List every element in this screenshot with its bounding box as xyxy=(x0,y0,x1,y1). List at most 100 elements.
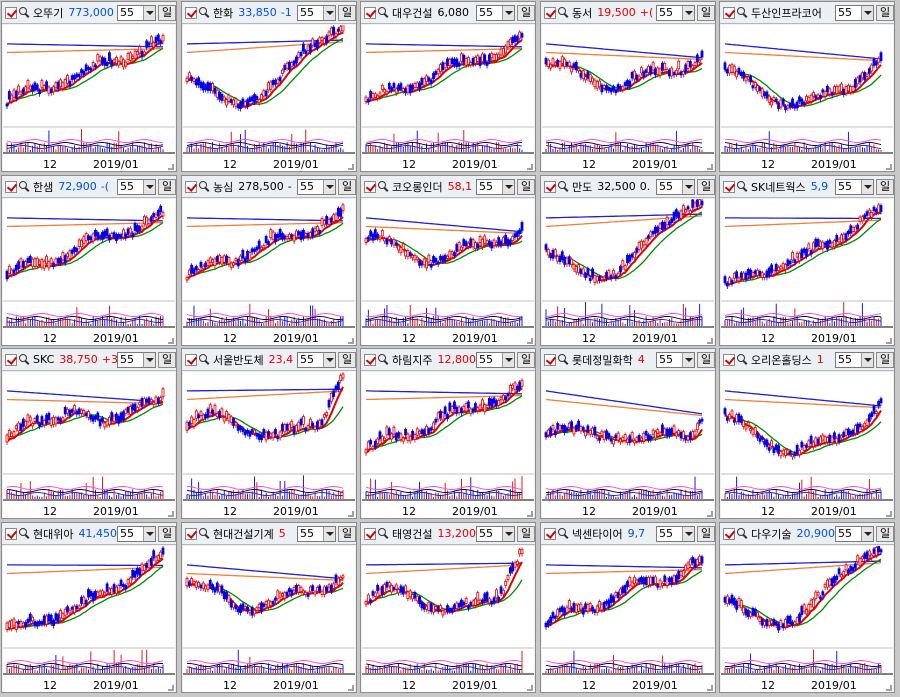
chevron-down-icon[interactable] xyxy=(861,180,873,194)
stock-name[interactable]: 서울반도체 xyxy=(213,353,264,367)
search-icon[interactable] xyxy=(378,181,389,192)
period-select[interactable]: 55 xyxy=(656,526,695,542)
period-select[interactable]: 55 xyxy=(297,352,336,368)
checkbox-icon[interactable] xyxy=(364,353,376,366)
search-icon[interactable] xyxy=(558,354,569,365)
stock-chart-panel[interactable]: 대우건설 6,080 55 일 12 2019/01 xyxy=(360,1,536,172)
stock-chart-panel[interactable]: 다우기술 20,900 55 일 12 2019/01 xyxy=(719,522,895,693)
chevron-down-icon[interactable] xyxy=(143,6,155,20)
stock-chart-panel[interactable]: 코오롱인더 58,1 55 일 12 2019/01 xyxy=(360,175,536,346)
stock-chart-panel[interactable]: 넥센타이어 9,7 55 일 12 2019/01 xyxy=(540,522,716,693)
period-select[interactable]: 55 xyxy=(835,179,874,195)
checkbox-icon[interactable] xyxy=(544,180,556,193)
chevron-down-icon[interactable] xyxy=(502,6,514,20)
period-select[interactable]: 55 xyxy=(656,352,695,368)
stock-name[interactable]: 농심 xyxy=(213,180,234,194)
price-chart[interactable]: 12 2019/01 xyxy=(362,25,534,171)
checkbox-icon[interactable] xyxy=(5,353,17,366)
checkbox-icon[interactable] xyxy=(185,353,197,366)
search-icon[interactable] xyxy=(199,181,210,192)
daily-button[interactable]: 일 xyxy=(338,526,356,542)
daily-button[interactable]: 일 xyxy=(876,352,894,368)
period-select[interactable]: 55 xyxy=(476,179,515,195)
checkbox-icon[interactable] xyxy=(364,6,376,19)
stock-name[interactable]: 한샘 xyxy=(33,180,54,194)
stock-chart-panel[interactable]: 두산인프라코어 55 일 12 2019/01 xyxy=(719,1,895,172)
search-icon[interactable] xyxy=(737,354,748,365)
stock-name[interactable]: 오리온홀딩스 xyxy=(751,353,812,367)
daily-button[interactable]: 일 xyxy=(876,526,894,542)
checkbox-icon[interactable] xyxy=(5,527,17,540)
stock-name[interactable]: 코오롱인더 xyxy=(392,180,443,194)
search-icon[interactable] xyxy=(19,7,30,18)
stock-name[interactable]: 두산인프라코어 xyxy=(751,6,822,20)
stock-chart-panel[interactable]: 하림지주 12,800 55 일 12 2019/01 xyxy=(360,348,536,519)
checkbox-icon[interactable] xyxy=(544,6,556,19)
search-icon[interactable] xyxy=(19,354,30,365)
checkbox-icon[interactable] xyxy=(723,180,735,193)
checkbox-icon[interactable] xyxy=(185,6,197,19)
price-chart[interactable]: 12 2019/01 xyxy=(3,372,175,518)
checkbox-icon[interactable] xyxy=(185,180,197,193)
period-select[interactable]: 55 xyxy=(835,526,874,542)
chevron-down-icon[interactable] xyxy=(861,353,873,367)
checkbox-icon[interactable] xyxy=(723,353,735,366)
daily-button[interactable]: 일 xyxy=(697,179,715,195)
period-select[interactable]: 55 xyxy=(835,352,874,368)
resize-grip-icon[interactable] xyxy=(348,511,354,517)
price-chart[interactable]: 12 2019/01 xyxy=(183,546,355,692)
checkbox-icon[interactable] xyxy=(5,6,17,19)
search-icon[interactable] xyxy=(19,181,30,192)
stock-chart-panel[interactable]: 농심 278,500-55 일 12 2019/01 xyxy=(181,175,357,346)
period-select[interactable]: 55 xyxy=(297,179,336,195)
resize-grip-icon[interactable] xyxy=(527,685,533,691)
stock-chart-panel[interactable]: SKC 38,750 +3 55 일 12 2019/01 xyxy=(1,348,177,519)
daily-button[interactable]: 일 xyxy=(338,352,356,368)
period-select[interactable]: 55 xyxy=(476,526,515,542)
price-chart[interactable]: 12 2019/01 xyxy=(542,546,714,692)
search-icon[interactable] xyxy=(378,528,389,539)
resize-grip-icon[interactable] xyxy=(886,511,892,517)
chevron-down-icon[interactable] xyxy=(682,6,694,20)
daily-button[interactable]: 일 xyxy=(158,352,176,368)
checkbox-icon[interactable] xyxy=(723,527,735,540)
price-chart[interactable]: 12 2019/01 xyxy=(362,199,534,345)
chevron-down-icon[interactable] xyxy=(502,180,514,194)
daily-button[interactable]: 일 xyxy=(876,179,894,195)
period-select[interactable]: 55 xyxy=(117,5,156,21)
stock-chart-panel[interactable]: SK네트웍스 5,9 55 일 12 2019/01 xyxy=(719,175,895,346)
checkbox-icon[interactable] xyxy=(544,353,556,366)
search-icon[interactable] xyxy=(19,528,30,539)
stock-name[interactable]: SK네트웍스 xyxy=(751,180,806,194)
search-icon[interactable] xyxy=(199,528,210,539)
chevron-down-icon[interactable] xyxy=(502,527,514,541)
checkbox-icon[interactable] xyxy=(364,180,376,193)
stock-name[interactable]: 만도 xyxy=(572,180,593,194)
stock-name[interactable]: 오뚜기 xyxy=(33,6,64,20)
stock-name[interactable]: 대우건설 xyxy=(392,6,433,20)
search-icon[interactable] xyxy=(737,528,748,539)
period-select[interactable]: 55 xyxy=(476,352,515,368)
search-icon[interactable] xyxy=(558,528,569,539)
price-chart[interactable]: 12 2019/01 xyxy=(183,199,355,345)
search-icon[interactable] xyxy=(558,181,569,192)
search-icon[interactable] xyxy=(199,7,210,18)
resize-grip-icon[interactable] xyxy=(168,338,174,344)
stock-name[interactable]: 동서 xyxy=(572,6,593,20)
stock-chart-panel[interactable]: 만도 32,500 0. 55 일 12 2019/01 xyxy=(540,175,716,346)
resize-grip-icon[interactable] xyxy=(707,511,713,517)
checkbox-icon[interactable] xyxy=(5,180,17,193)
daily-button[interactable]: 일 xyxy=(158,179,176,195)
chevron-down-icon[interactable] xyxy=(323,527,335,541)
daily-button[interactable]: 일 xyxy=(517,179,535,195)
resize-grip-icon[interactable] xyxy=(707,164,713,170)
chevron-down-icon[interactable] xyxy=(861,527,873,541)
search-icon[interactable] xyxy=(737,181,748,192)
resize-grip-icon[interactable] xyxy=(527,164,533,170)
daily-button[interactable]: 일 xyxy=(158,5,176,21)
price-chart[interactable]: 12 2019/01 xyxy=(362,372,534,518)
checkbox-icon[interactable] xyxy=(185,527,197,540)
stock-name[interactable]: 태영건설 xyxy=(392,527,433,541)
search-icon[interactable] xyxy=(378,7,389,18)
stock-chart-panel[interactable]: 오뚜기 773,000 55 일 12 2019/01 xyxy=(1,1,177,172)
